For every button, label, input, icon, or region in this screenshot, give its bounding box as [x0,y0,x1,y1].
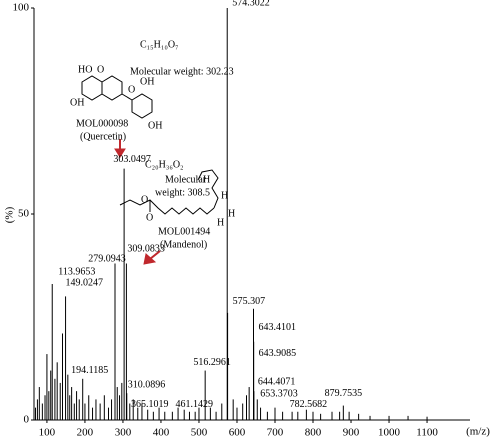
x-tick-label: 600 [229,427,246,439]
atom-label: H [203,174,210,185]
peak-label: 516.2961 [193,357,231,368]
molecular-weight: Molecular [165,174,207,185]
arrows [114,139,161,265]
peak-label: 303.0497 [113,154,151,165]
x-tick-label: 400 [153,427,170,439]
peak-label: 113.9653 [58,266,95,277]
atom-label: O [141,194,148,205]
peak-label: 643.4101 [258,322,296,333]
peak-label: 574.3022 [232,0,269,8]
peak-label: 643.9085 [259,348,297,359]
x-axis-label: (m/z) [466,426,490,438]
peak-label: 461.1429 [175,399,213,410]
y-axis-label: (%) [4,206,16,223]
peak-label: 279.0943 [88,254,126,265]
atom-label: O [97,64,104,75]
peak-label: 309.0833 [127,244,165,255]
atom-label: HO [78,64,92,75]
peak-label: 365.1019 [131,399,169,410]
y-tick-label: 50 [18,208,30,220]
atom-label: O [146,212,153,223]
molecular-weight: Molecular weight: 302.23 [130,66,234,77]
peak-label: 879.7535 [325,388,363,399]
x-tick-label: 100 [39,427,56,439]
quercetin-structure [81,75,153,119]
peak-label: 310.0896 [128,380,166,391]
atom-label: OH [70,97,84,108]
atom-label: H [217,217,224,228]
atom-label: OH [140,76,154,87]
mandenol-structure [119,169,219,215]
atom-label: H [228,208,235,219]
formula: C₂₀H₃₆O₂ [145,159,184,170]
x-tick-label: 300 [115,427,132,439]
x-tick-label: 800 [305,427,322,439]
x-tick-label: 700 [267,427,284,439]
peak-label: 653.3703 [260,389,298,400]
atom-label: H [221,190,228,201]
atom-label: O [128,84,135,95]
molecule-id: MOL000098 [76,118,128,129]
molecular-weight: weight: 308.5 [155,187,210,198]
y-tick-label: 100 [13,2,30,14]
molecule-name: (Quercetin) [80,131,126,142]
x-tick-label: 200 [77,427,94,439]
molecule-name: (Mandenol) [160,239,207,250]
x-tick-label: 900 [343,427,360,439]
x-tick-label: 1100 [416,427,438,439]
x-tick-label: 500 [191,427,208,439]
peak-label: 575.307 [233,296,265,307]
peak-label: 644.4071 [258,376,296,387]
y-tick-label: 0 [24,414,30,426]
molecule-id: MOL001494 [158,226,210,237]
peak-label: 782.5682 [290,399,328,410]
peak-label: 194.1185 [71,365,108,376]
atom-label: OH [148,120,162,131]
formula: C₁₅H₁₀O₇ [140,39,179,50]
x-tick-label: 1000 [378,427,401,439]
peak-label: 149.0247 [66,278,104,289]
